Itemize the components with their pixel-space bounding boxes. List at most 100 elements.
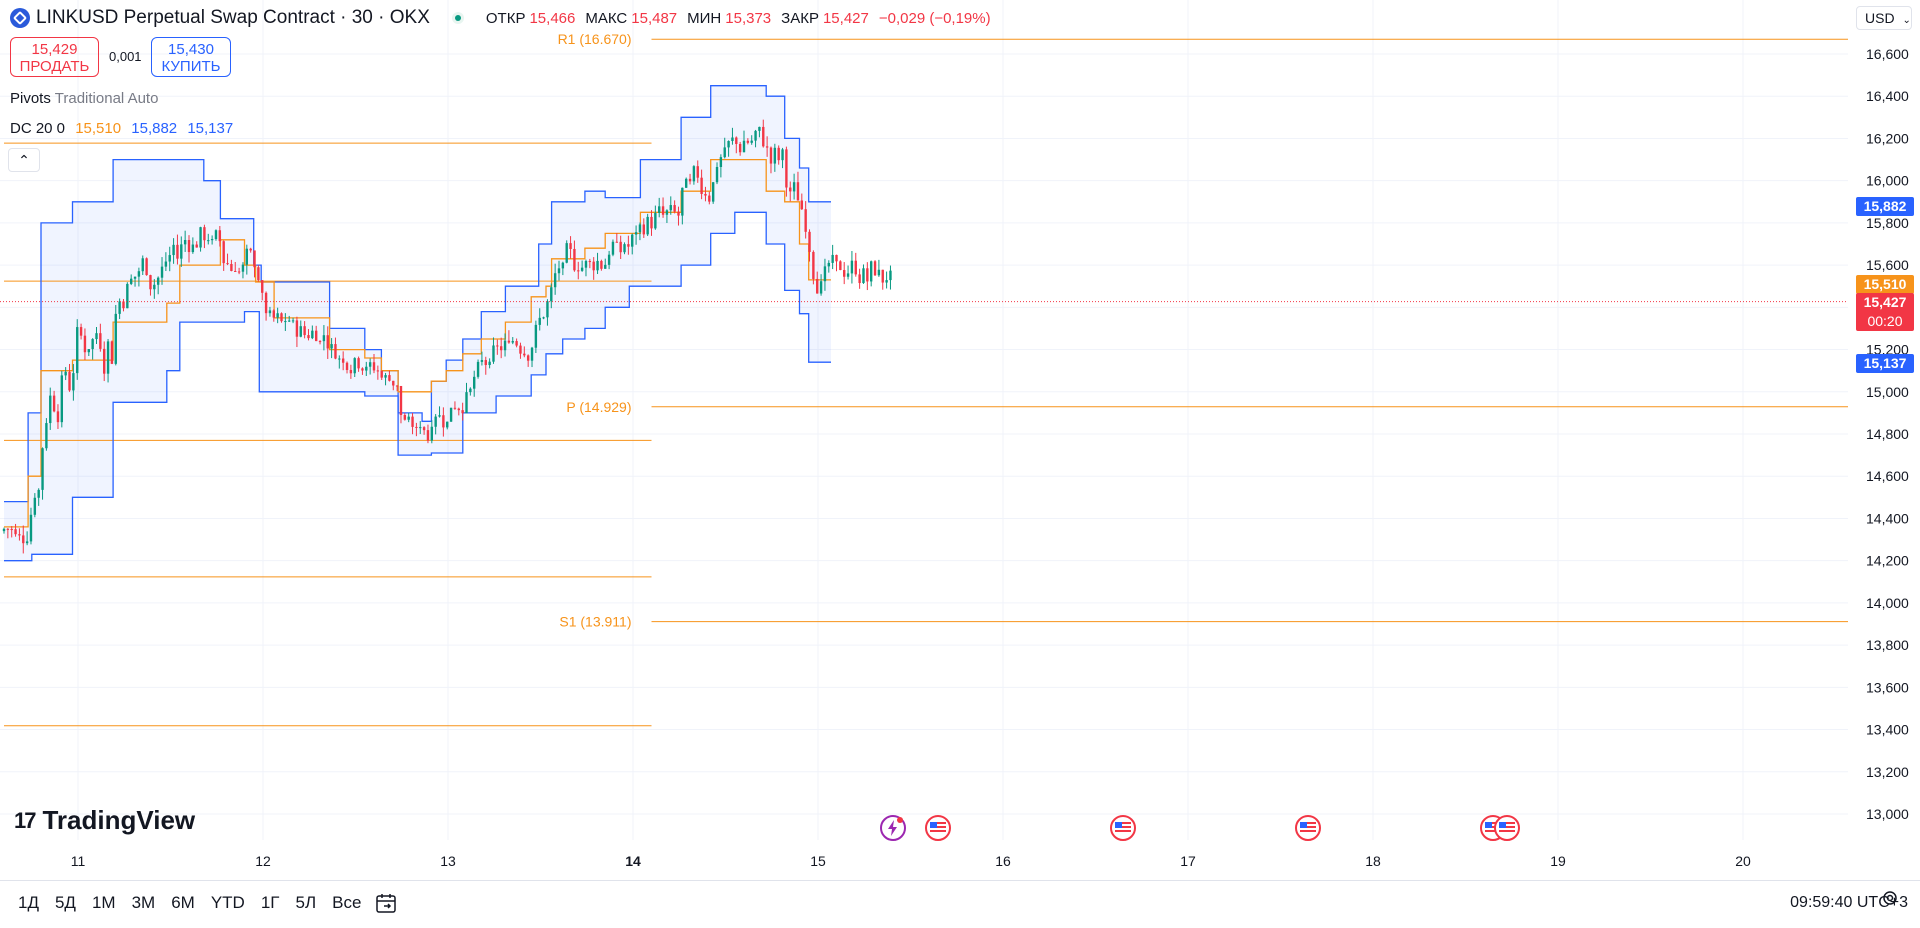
range-button[interactable]: 1Г <box>260 893 280 912</box>
price-tick-label: 14,400 <box>1866 510 1909 526</box>
candle-body <box>83 335 87 353</box>
range-button[interactable]: 5Л <box>295 893 317 912</box>
us-flag-event-icon[interactable] <box>1494 815 1520 841</box>
candle-body <box>126 283 129 309</box>
candle-body <box>607 254 611 265</box>
price-tick-label: 14,000 <box>1866 595 1909 611</box>
time-tick-label: 17 <box>1180 853 1196 869</box>
candle-body <box>334 344 337 359</box>
pivot-label: R1 (16.670) <box>558 31 632 47</box>
currency-select[interactable]: USD ⌄ <box>1856 6 1912 30</box>
sell-price: 15,429 <box>31 41 78 58</box>
us-flag-event-icon[interactable] <box>925 815 951 841</box>
candle-body <box>322 335 326 342</box>
candle-body <box>176 244 179 259</box>
ohlc-values: ОТКР 15,466 МАКС 15,487 МИН 15,373 ЗАКР 15,4… <box>486 10 997 27</box>
candle-body <box>577 270 580 272</box>
candle-body <box>565 243 568 263</box>
us-flag-event-icon[interactable] <box>1295 815 1321 841</box>
pivots-indicator-legend[interactable]: Pivots Traditional Auto <box>10 90 158 107</box>
candle-body <box>843 270 846 277</box>
candle-body <box>515 341 518 346</box>
candle-body <box>785 149 788 188</box>
range-button[interactable]: 1М <box>91 893 116 912</box>
tradingview-wordmark: TradingView <box>42 805 196 835</box>
candle-body <box>700 177 703 194</box>
candle-body <box>353 358 356 374</box>
price-tick-label: 15,000 <box>1866 384 1909 400</box>
range-button[interactable]: 5Д <box>54 893 76 912</box>
candle-body <box>37 489 40 498</box>
tradingview-logo[interactable]: 17 TradingView <box>14 805 195 836</box>
settings-gear-icon[interactable] <box>1880 888 1900 913</box>
candle-body <box>25 541 29 544</box>
candle-body <box>684 178 688 188</box>
candle-body <box>384 375 387 378</box>
go-to-date-calendar-icon[interactable] <box>374 891 398 915</box>
candle-body <box>553 273 557 288</box>
candle-body <box>18 534 21 536</box>
candle-body <box>611 241 615 255</box>
candle-body <box>114 313 117 364</box>
range-button[interactable]: YTD <box>210 893 245 912</box>
candle-body <box>230 263 233 271</box>
market-status-icon[interactable] <box>451 12 464 24</box>
time-tick-label: 11 <box>71 853 86 869</box>
price-tick-label: 14,800 <box>1866 426 1909 442</box>
us-flag-event-icon[interactable] <box>1110 815 1136 841</box>
dc-indicator-legend[interactable]: DC 20 0 15,510 15,882 15,137 <box>10 120 233 137</box>
candle-body <box>573 248 576 271</box>
candle-body <box>762 126 765 147</box>
candle-body <box>388 375 391 381</box>
candle-body <box>122 301 125 309</box>
dc-mid-value: 15,510 <box>75 120 122 137</box>
buy-button[interactable]: 15,430 КУПИТЬ <box>151 37 231 77</box>
price-chart[interactable]: R1 (16.670)P (14.929)S1 (13.911) 16,6001… <box>0 0 1920 880</box>
close-key: ЗАКР <box>781 9 819 27</box>
candle-body <box>538 317 541 325</box>
candle-body <box>866 268 869 282</box>
candle-body <box>569 243 572 249</box>
candle-body <box>311 330 314 339</box>
candle-body <box>488 361 491 366</box>
candle-body <box>153 284 156 290</box>
pivots-name: Pivots <box>10 90 51 107</box>
candle-body <box>326 335 329 349</box>
candle-body <box>719 157 723 167</box>
chainlink-logo-icon <box>10 8 30 28</box>
range-button[interactable]: Все <box>332 893 362 912</box>
candle-body <box>754 130 757 141</box>
sell-button[interactable]: 15,429 ПРОДАТЬ <box>10 37 99 77</box>
buy-price: 15,430 <box>168 41 214 58</box>
candle-body <box>76 327 79 374</box>
chart-grid <box>0 0 1848 840</box>
candle-body <box>156 277 160 285</box>
candle-body <box>542 317 545 319</box>
candle-body <box>889 270 892 281</box>
candle-body <box>172 244 175 256</box>
symbol-title[interactable]: LINKUSD Perpetual Swap Contract · 30 · O… <box>36 7 430 28</box>
range-button[interactable]: 1Д <box>18 893 39 912</box>
bar-countdown: 00:20 <box>1867 312 1903 329</box>
range-button[interactable]: 6М <box>171 893 195 912</box>
candle-body <box>530 347 534 361</box>
range-button[interactable]: 3М <box>131 893 156 912</box>
candle-body <box>349 369 353 374</box>
currency-value: USD <box>1865 10 1895 26</box>
candle-body <box>742 140 746 153</box>
candle-body <box>835 254 838 262</box>
collapse-legend-button[interactable]: ⌃ <box>8 148 40 172</box>
chevron-up-icon: ⌃ <box>18 152 30 168</box>
candle-body <box>881 269 884 283</box>
candle-body <box>407 416 410 420</box>
clock-timezone[interactable]: 09:59:40 UTC+3 <box>1790 894 1908 911</box>
candle-body <box>642 224 645 235</box>
candle-body <box>118 301 121 314</box>
candle-body <box>484 360 487 366</box>
candle-body <box>789 187 792 192</box>
candle-body <box>453 407 457 409</box>
lightning-event-icon[interactable] <box>880 815 906 841</box>
channel-fill-area <box>4 85 831 561</box>
candle-body <box>257 267 260 281</box>
candle-body <box>735 137 738 145</box>
